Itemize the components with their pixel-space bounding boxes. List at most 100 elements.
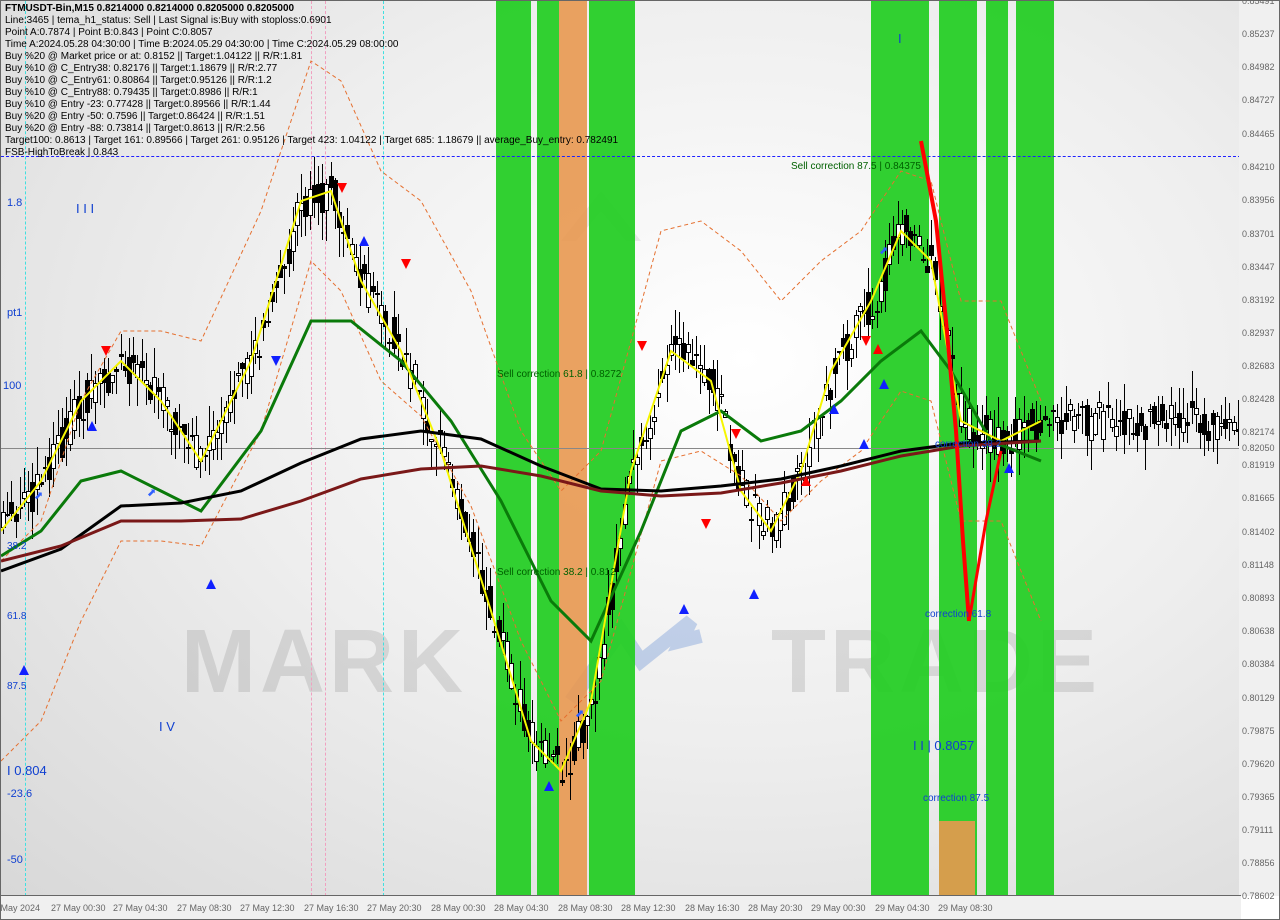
ytick: 0.80129	[1242, 693, 1275, 703]
xtick: 28 May 04:30	[494, 903, 549, 913]
signal-arrow	[401, 259, 411, 269]
ytick: 0.82937	[1242, 328, 1275, 338]
info-line: Time A:2024.05.28 04:30:00 | Time B:2024…	[5, 39, 398, 51]
info-line: Buy %20 @ Market price or at: 0.8152 || …	[5, 51, 302, 63]
signal-arrow	[87, 421, 97, 431]
signal-arrow	[359, 236, 369, 246]
chart-title: FTMUSDT-Bin,M15 0.8214000 0.8214000 0.82…	[5, 3, 294, 15]
signal-arrow	[801, 476, 811, 486]
signal-arrow	[206, 579, 216, 589]
ytick: 0.84210	[1242, 162, 1275, 172]
xtick: 28 May 16:30	[685, 903, 740, 913]
xtick: 28 May 20:30	[748, 903, 803, 913]
chart-annotation: -50	[7, 854, 23, 866]
ytick: 0.80638	[1242, 626, 1275, 636]
chart-annotation: correction 87.5	[923, 793, 989, 804]
info-line: Buy %20 @ Entry -88: 0.73814 || Target:0…	[5, 123, 265, 135]
ytick: 0.81402	[1242, 527, 1275, 537]
orange-zone	[939, 821, 975, 896]
chart-annotation: pt1	[7, 307, 22, 319]
chart-annotation: 1.8	[7, 197, 22, 209]
chart-annotation: 87.5	[7, 681, 26, 692]
signal-arrow	[679, 604, 689, 614]
info-line: Target100: 0.8613 | Target 161: 0.89566 …	[5, 135, 618, 147]
signal-arrow	[1004, 463, 1014, 473]
signal-arrow	[749, 589, 759, 599]
xtick: 27 May 08:30	[177, 903, 232, 913]
ytick: 0.84727	[1242, 95, 1275, 105]
ytick: 0.78602	[1242, 891, 1275, 901]
chart-annotation: 38.2	[7, 541, 26, 552]
ytick: 0.85491	[1242, 0, 1275, 6]
signal-arrow	[544, 781, 554, 791]
ytick: 0.84465	[1242, 129, 1275, 139]
ytick: 0.81148	[1242, 560, 1274, 570]
xtick: 28 May 08:30	[558, 903, 613, 913]
chart-annotation: 100	[3, 380, 21, 392]
hline-target	[1, 156, 1241, 157]
ytick: 0.79875	[1242, 726, 1275, 736]
signal-arrow	[731, 429, 741, 439]
info-line: Point A:0.7874 | Point B:0.843 | Point C…	[5, 27, 213, 39]
ytick: 0.79365	[1242, 792, 1275, 802]
signal-arrow	[101, 346, 111, 356]
xtick: 28 May 00:30	[431, 903, 486, 913]
xtick: 27 May 04:30	[113, 903, 168, 913]
ytick: 0.83701	[1242, 229, 1275, 239]
ytick: 0.83956	[1242, 195, 1275, 205]
signal-arrow: ⬈	[34, 489, 43, 502]
xtick: 27 May 20:30	[367, 903, 422, 913]
ytick: 0.84982	[1242, 62, 1275, 72]
info-line: Buy %10 @ Entry -23: 0.77428 || Target:0…	[5, 99, 271, 111]
chart-annotation: I V	[159, 719, 175, 734]
signal-arrow	[19, 665, 29, 675]
ytick: 0.83192	[1242, 295, 1275, 305]
ytick: 0.82428	[1242, 394, 1275, 404]
info-line: Buy %10 @ C_Entry61: 0.80864 || Target:0…	[5, 75, 272, 87]
ytick: 0.79111	[1242, 825, 1273, 835]
x-axis: 26 May 2024 27 May 00:30 27 May 04:30 27 Ma…	[1, 895, 1241, 919]
ytick: 0.82050	[1242, 443, 1275, 453]
watermark-left: MARK	[181, 611, 467, 714]
info-line: FSB-HighToBreak | 0.843	[5, 147, 118, 159]
xtick: 28 May 12:30	[621, 903, 676, 913]
ytick: 0.80893	[1242, 593, 1275, 603]
y-axis: 0.854910.852370.849820.847270.844650.842…	[1239, 1, 1279, 896]
xtick: 29 May 08:30	[938, 903, 993, 913]
info-line: Buy %20 @ Entry -50: 0.7596 || Target:0.…	[5, 111, 265, 123]
signal-arrow	[873, 344, 883, 354]
signal-arrow	[701, 519, 711, 529]
ytick: 0.78856	[1242, 858, 1275, 868]
chart-annotation: correction 38.2	[935, 439, 1001, 450]
info-line: Line:3465 | tema_h1_status: Sell | Last …	[5, 15, 332, 27]
ytick: 0.80384	[1242, 659, 1275, 669]
signal-arrow: ⬈	[575, 707, 584, 720]
ytick: 0.83447	[1242, 262, 1275, 272]
chart-area[interactable]: MARK TRADE 0.84300 0.82050 ⬈⬈⬈⬈ 38.261.8…	[1, 1, 1241, 896]
xtick: 29 May 04:30	[875, 903, 930, 913]
signal-arrow	[337, 183, 347, 193]
info-line: Buy %10 @ C_Entry88: 0.79435 || Target:0…	[5, 87, 258, 99]
signal-arrow: ⬈	[879, 244, 888, 257]
signal-arrow	[271, 356, 281, 366]
signal-arrow	[861, 336, 871, 346]
signal-arrow	[637, 341, 647, 351]
chart-window: MARK TRADE 0.84300 0.82050 ⬈⬈⬈⬈ 38.261.8…	[0, 0, 1280, 920]
signal-arrow	[829, 404, 839, 414]
xtick: 26 May 2024	[0, 903, 40, 913]
chart-annotation: 61.8	[7, 611, 26, 622]
signal-arrow: ⬈	[147, 486, 156, 499]
chart-annotation: Sell correction 87.5 | 0.84375	[791, 161, 921, 172]
chart-annotation: I I | 0.8057	[913, 738, 974, 753]
info-line: Buy %10 @ C_Entry38: 0.82176 || Target:1…	[5, 63, 277, 75]
chart-annotation: I I I	[76, 201, 94, 216]
chart-annotation: Sell correction 38.2 | 0.812	[497, 567, 616, 578]
xtick: 29 May 00:30	[811, 903, 866, 913]
signal-arrow	[879, 379, 889, 389]
chart-annotation: I 0.804	[7, 763, 47, 778]
ytick: 0.81665	[1242, 493, 1275, 503]
xtick: 27 May 00:30	[51, 903, 106, 913]
ytick: 0.79620	[1242, 759, 1275, 769]
chart-annotation: correction 61.8	[925, 609, 991, 620]
chart-annotation: Sell correction 61.8 | 0.8272	[497, 369, 621, 380]
